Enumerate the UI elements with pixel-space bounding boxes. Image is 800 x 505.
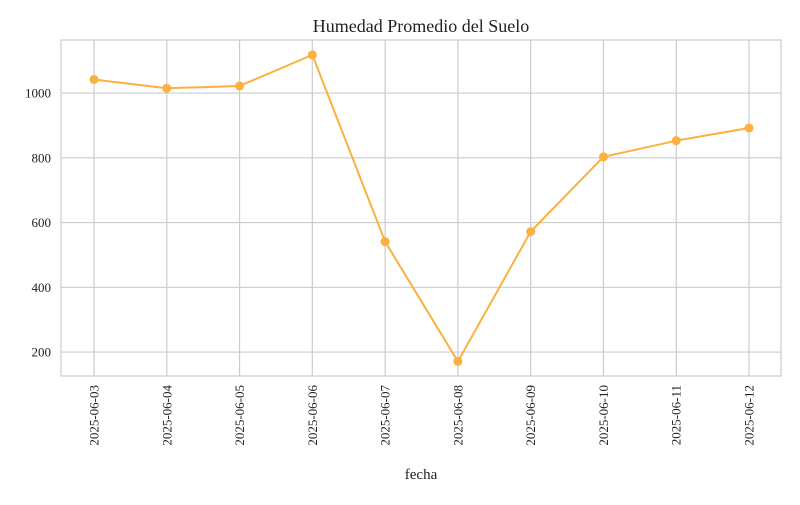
plot-background — [61, 40, 781, 376]
x-tick-label: 2025-06-09 — [523, 385, 538, 446]
y-tick-label: 1000 — [25, 86, 51, 101]
series-layer — [89, 50, 754, 366]
data-point — [526, 227, 536, 237]
chart-title: Humedad Promedio del Suelo — [313, 16, 529, 36]
data-point — [162, 83, 172, 93]
data-point — [744, 123, 754, 133]
data-point — [235, 81, 245, 91]
plot-frame — [60, 39, 782, 377]
x-tick-label: 2025-06-10 — [596, 385, 611, 446]
y-tick-label: 600 — [32, 215, 52, 230]
data-point — [598, 152, 608, 162]
grid-lines — [61, 40, 781, 376]
data-point — [89, 74, 99, 84]
x-axis-label: fecha — [405, 467, 438, 483]
x-tick-label: 2025-06-05 — [232, 385, 247, 446]
data-point — [307, 50, 317, 60]
y-tick-label: 800 — [32, 150, 52, 165]
x-tick-label: 2025-06-11 — [669, 385, 684, 445]
x-axis-ticks: 2025-06-03 2025-06-04 2025-06-05 2025-06-06… — [87, 385, 757, 446]
data-point — [453, 356, 463, 366]
series-line — [93, 53, 750, 363]
data-point — [671, 136, 681, 146]
x-tick-label: 2025-06-06 — [305, 385, 320, 446]
y-axis-ticks: 200 400 600 800 1000 — [25, 86, 51, 360]
data-point — [380, 237, 390, 247]
x-tick-label: 2025-06-08 — [450, 385, 465, 446]
y-tick-label: 400 — [32, 280, 52, 295]
x-tick-label: 2025-06-03 — [87, 385, 102, 446]
y-tick-label: 200 — [32, 345, 52, 360]
x-tick-label: 2025-06-04 — [159, 385, 174, 446]
x-tick-label: 2025-06-12 — [742, 385, 757, 446]
x-tick-label: 2025-06-07 — [378, 385, 393, 446]
